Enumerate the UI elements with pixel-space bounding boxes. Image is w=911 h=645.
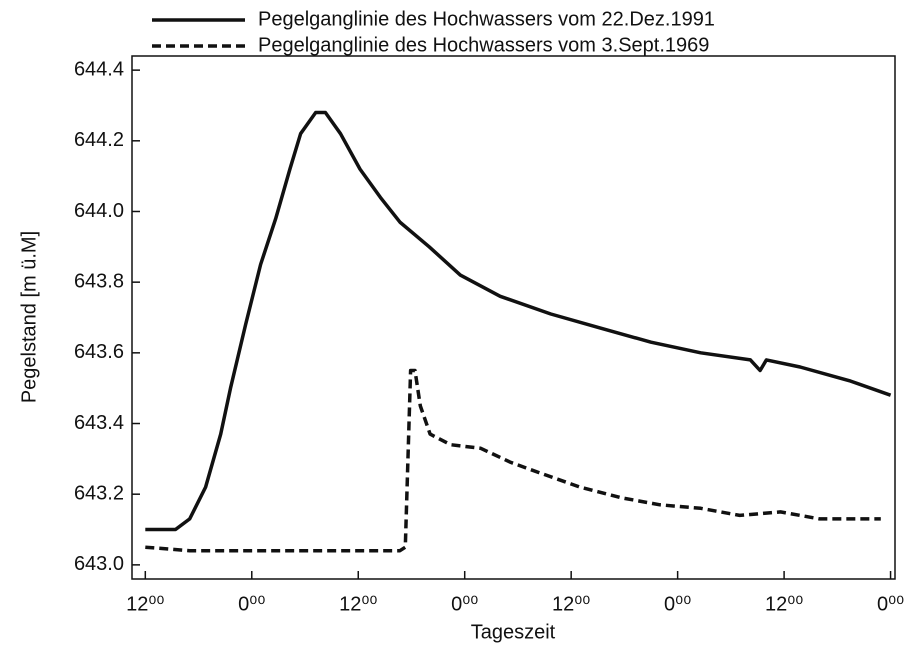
y-tick-label: 643.2 (74, 482, 124, 504)
legend-label: Pegelganglinie des Hochwassers vom 22.De… (258, 8, 715, 30)
y-tick-label: 643.6 (74, 341, 124, 363)
legend-label: Pegelganglinie des Hochwassers vom 3.Sep… (258, 34, 709, 56)
x-tick-label: 12⁰⁰ (126, 593, 164, 615)
y-tick-label: 644.2 (74, 129, 124, 151)
series-line (145, 368, 881, 553)
y-tick-label: 644.4 (74, 58, 124, 80)
x-tick-label: 12⁰⁰ (552, 593, 590, 615)
y-axis-label: Pegelstand [m ü.M] (18, 231, 40, 403)
x-tick-label: 0⁰⁰ (877, 593, 904, 615)
y-tick-label: 644.0 (74, 200, 124, 222)
x-tick-label: 12⁰⁰ (339, 593, 377, 615)
plot-frame (131, 55, 896, 580)
y-tick-label: 643.4 (74, 412, 124, 434)
x-tick-label: 12⁰⁰ (765, 593, 803, 615)
x-axis-label: Tageszeit (471, 621, 556, 643)
x-tick-label: 0⁰⁰ (664, 593, 691, 615)
x-tick-label: 0⁰⁰ (451, 593, 478, 615)
series-line (145, 110, 892, 532)
x-tick-label: 0⁰⁰ (238, 593, 265, 615)
y-tick-label: 643.8 (74, 270, 124, 292)
y-tick-label: 643.0 (74, 553, 124, 575)
